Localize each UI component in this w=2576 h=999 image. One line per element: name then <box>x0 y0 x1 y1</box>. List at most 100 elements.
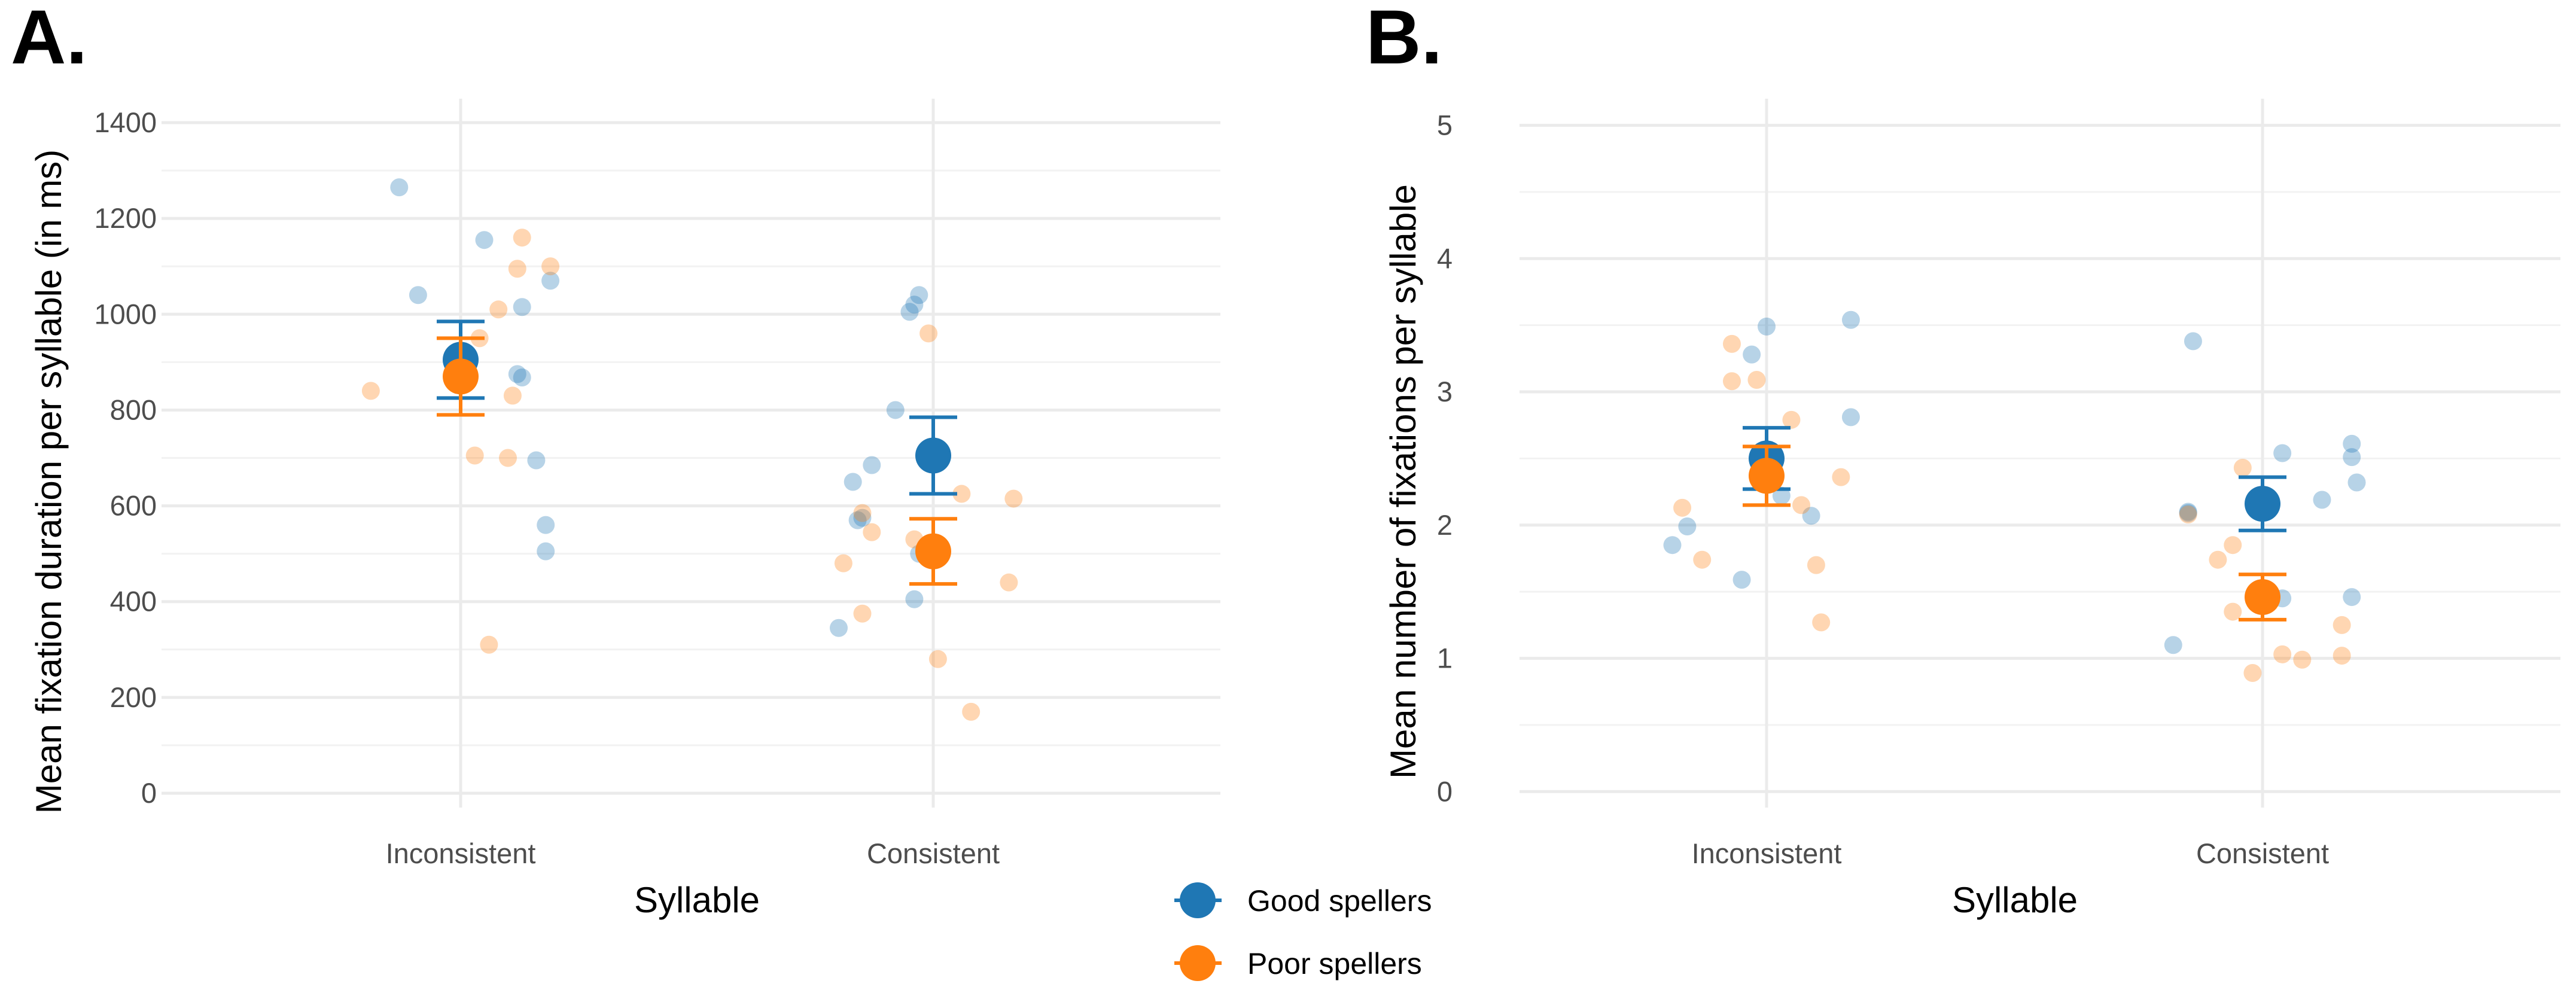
legend: Good spellers Poor spellers <box>1174 882 1432 981</box>
data-point <box>541 257 560 276</box>
data-point <box>2233 459 2252 477</box>
data-point <box>2224 602 2242 621</box>
x-tick-label: Consistent <box>2196 837 2329 869</box>
data-point <box>848 511 867 529</box>
data-point <box>409 286 427 304</box>
data-point <box>1722 334 1741 353</box>
panel-a-y-ticks: 0 200 400 600 800 1000 1200 1400 <box>94 106 157 809</box>
data-point <box>2293 650 2312 669</box>
data-point <box>928 650 947 668</box>
data-point <box>886 401 905 419</box>
data-point <box>1841 408 1860 427</box>
data-point <box>480 635 498 654</box>
y-tick-label: 2 <box>1437 509 1453 541</box>
data-point <box>1782 410 1801 429</box>
data-point <box>830 619 848 637</box>
y-tick-label: 1 <box>1437 642 1453 674</box>
data-point <box>962 702 981 721</box>
data-point <box>537 542 555 561</box>
panel-b-x-ticks: Inconsistent Consistent <box>1692 837 2329 869</box>
data-point <box>844 473 862 491</box>
data-point <box>2347 473 2366 492</box>
data-point <box>503 386 522 405</box>
data-point <box>1802 507 1820 525</box>
panel-b-points <box>1663 310 2366 683</box>
data-point <box>2333 616 2351 634</box>
legend-item-poor-spellers: Poor spellers <box>1174 945 1422 981</box>
y-tick-label: 1200 <box>94 202 157 234</box>
data-point <box>390 178 409 197</box>
panel-b-summaries <box>1743 426 2286 622</box>
panel-b-y-axis-title: Mean number of fixations per syllable <box>1383 184 1423 779</box>
data-point <box>508 260 526 278</box>
mean-point <box>915 437 951 474</box>
data-point <box>2184 332 2202 351</box>
legend-item-good-spellers: Good spellers <box>1174 882 1432 918</box>
data-point <box>1000 573 1018 592</box>
mean-point <box>2245 486 2280 522</box>
mean-point <box>915 533 951 569</box>
data-point <box>527 451 546 470</box>
y-tick-label: 0 <box>141 777 157 809</box>
data-point <box>513 229 531 247</box>
data-point <box>1004 489 1023 508</box>
x-tick-label: Inconsistent <box>1692 837 1842 869</box>
data-point <box>2343 434 2361 453</box>
data-point <box>465 446 484 465</box>
y-tick-label: 3 <box>1437 376 1453 407</box>
data-point <box>1673 498 1692 517</box>
y-tick-label: 600 <box>110 490 157 522</box>
mean-point <box>2245 579 2280 616</box>
data-point <box>508 365 526 383</box>
data-point <box>853 604 872 623</box>
data-point <box>2179 504 2197 522</box>
data-point <box>834 554 852 572</box>
data-point <box>1758 317 1776 336</box>
data-point <box>1722 372 1741 391</box>
data-point <box>910 286 928 304</box>
y-tick-label: 400 <box>110 586 157 617</box>
data-point <box>2333 647 2351 665</box>
data-point <box>2343 448 2361 467</box>
data-point <box>489 300 508 319</box>
x-tick-label: Inconsistent <box>386 837 536 869</box>
data-point <box>513 368 531 386</box>
y-tick-label: 0 <box>1437 775 1453 807</box>
data-point <box>1743 345 1761 364</box>
panel-b-grid <box>1520 99 2560 808</box>
data-point <box>2179 502 2197 521</box>
panel-b-label: B. <box>1366 0 1442 80</box>
data-point <box>1792 496 1811 514</box>
panel-a-y-axis-title: Mean fixation duration per syllable (in … <box>29 150 69 814</box>
data-point <box>361 382 380 400</box>
data-point <box>541 272 560 290</box>
data-point <box>475 231 494 249</box>
data-point <box>2343 588 2361 607</box>
data-point <box>905 296 924 314</box>
data-point <box>1812 613 1831 632</box>
data-point <box>919 324 938 343</box>
data-point <box>1678 517 1697 536</box>
data-point <box>1663 536 1682 555</box>
data-point <box>1807 556 1825 574</box>
data-point <box>1841 310 1860 329</box>
data-point <box>863 456 881 474</box>
data-point <box>952 485 971 503</box>
data-point <box>853 508 872 527</box>
y-tick-label: 4 <box>1437 242 1453 274</box>
panel-a-x-ticks: Inconsistent Consistent <box>386 837 1000 869</box>
data-point <box>513 298 531 316</box>
data-point <box>900 303 919 321</box>
legend-poor-spellers-label: Poor spellers <box>1247 947 1422 980</box>
panel-a: A. 0 200 400 600 800 1000 1200 1400 Inconsisten… <box>11 0 1220 920</box>
data-point <box>1772 486 1791 505</box>
legend-good-spellers-marker <box>1180 882 1216 918</box>
y-tick-label: 200 <box>110 681 157 713</box>
mean-point <box>1749 458 1785 494</box>
data-point <box>1832 468 1850 486</box>
panel-a-grid <box>162 99 1220 808</box>
x-tick-label: Consistent <box>867 837 1000 869</box>
data-point <box>499 449 517 467</box>
data-point <box>2179 505 2197 523</box>
